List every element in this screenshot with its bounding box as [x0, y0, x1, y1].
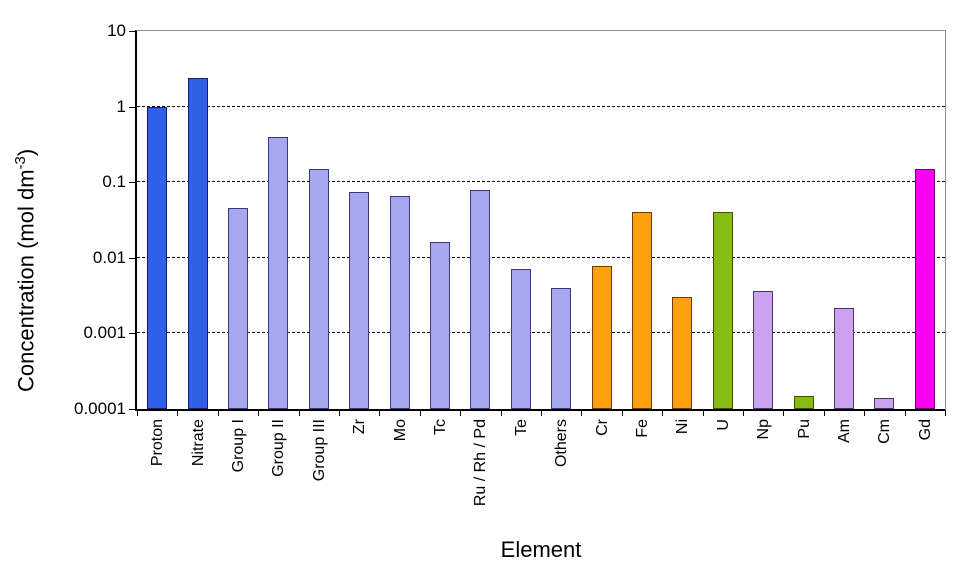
x-category-label: Group III: [311, 419, 328, 482]
x-axis-title: Element: [500, 537, 582, 562]
x-category-label: Np: [755, 419, 772, 440]
x-tick-mark: [460, 411, 461, 416]
x-tick-mark: [258, 411, 259, 416]
bar-te: [511, 269, 531, 409]
bar-zr: [349, 192, 369, 409]
x-category-label: Zr: [351, 419, 368, 435]
bar-mo: [390, 196, 410, 409]
x-category-label: Cm: [876, 419, 893, 444]
bar-cr: [592, 266, 612, 409]
bar-tc: [430, 242, 450, 409]
x-tick-mark: [622, 411, 623, 416]
bar-ru-rh-pd: [470, 190, 490, 409]
x-tick-mark: [824, 411, 825, 416]
x-category-label: Proton: [149, 419, 166, 467]
bar-group-i: [228, 208, 248, 409]
x-tick-mark: [501, 411, 502, 416]
x-tick-mark: [299, 411, 300, 416]
y-tick-label: 0.0001: [74, 399, 126, 418]
x-tick-mark: [379, 411, 380, 416]
bar-group-ii: [268, 137, 288, 409]
decade-gridline: [137, 256, 945, 258]
plot-area: [135, 30, 946, 411]
x-tick-mark: [662, 411, 663, 416]
x-tick-mark: [864, 411, 865, 416]
y-axis-title-superscript: -3: [12, 156, 29, 170]
x-tick-mark: [581, 411, 582, 416]
bar-am: [834, 308, 854, 409]
x-category-label: Tc: [432, 419, 449, 435]
x-tick-mark: [783, 411, 784, 416]
x-category-label: Pu: [796, 419, 813, 439]
y-tick-mark: [129, 106, 136, 108]
x-category-label: Am: [836, 419, 853, 443]
x-category-label: Group II: [270, 419, 287, 477]
x-tick-mark: [703, 411, 704, 416]
bar-u: [713, 212, 733, 409]
x-category-label: Ni: [674, 419, 691, 435]
y-tick-label: 0.01: [92, 247, 126, 267]
x-category-label: Fe: [634, 419, 651, 438]
y-axis-title-suffix: ): [13, 148, 39, 157]
y-tick-mark: [129, 333, 136, 335]
x-category-label: Ru / Rh / Pd: [472, 419, 489, 507]
y-tick-mark: [129, 257, 136, 259]
x-tick-mark: [420, 411, 421, 416]
y-tick-mark: [129, 31, 136, 32]
y-tick-label: 1: [116, 96, 126, 116]
x-category-label: Nitrate: [190, 419, 207, 467]
bar-others: [551, 288, 571, 409]
bar-proton: [147, 107, 167, 409]
decade-gridline: [137, 181, 945, 183]
x-category-label: Cr: [594, 419, 611, 436]
decade-gridline: [137, 332, 945, 334]
y-tick-label: 0.001: [83, 323, 126, 343]
x-tick-mark: [541, 411, 542, 416]
bar-nitrate: [188, 78, 208, 409]
bar-np: [753, 291, 773, 409]
x-tick-mark: [218, 411, 219, 416]
bar-gd: [915, 169, 935, 409]
x-tick-mark: [339, 411, 340, 416]
bar-cm: [874, 398, 894, 409]
bar-ni: [672, 297, 692, 409]
y-tick-label: 0.1: [102, 172, 126, 192]
x-tick-mark: [177, 411, 178, 416]
x-category-label: Te: [513, 419, 530, 436]
bar-fe: [632, 212, 652, 409]
x-category-label: U: [715, 419, 732, 431]
x-category-label: Group I: [230, 419, 247, 473]
x-tick-mark: [945, 411, 946, 416]
bar-group-iii: [309, 169, 329, 409]
x-category-label: Gd: [917, 419, 934, 441]
x-tick-mark: [743, 411, 744, 416]
x-tick-mark: [905, 411, 906, 416]
x-category-label: Mo: [392, 419, 409, 442]
x-category-label: Others: [553, 419, 570, 468]
y-tick-label: 10: [107, 21, 126, 40]
decade-gridline: [137, 105, 945, 107]
y-tick-mark: [129, 409, 136, 410]
x-tick-mark: [137, 411, 138, 416]
y-axis-title-text: Concentration (mol dm: [13, 169, 39, 392]
y-tick-mark: [129, 182, 136, 184]
bar-pu: [794, 396, 814, 409]
